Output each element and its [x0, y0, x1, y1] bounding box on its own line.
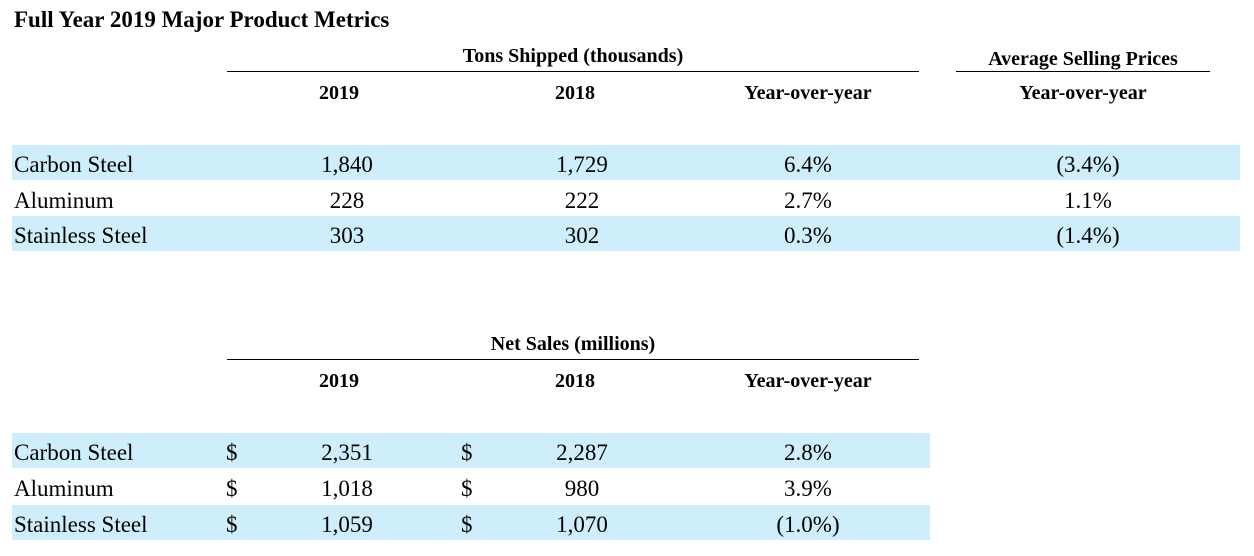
column-header-yoy: Year-over-year [744, 370, 872, 392]
sales-2019-value: 1,059 [321, 512, 373, 537]
column-header-asp-yoy: Year-over-year [1019, 82, 1147, 104]
row-label: Stainless Steel [14, 512, 148, 537]
column-header-2019: 2019 [319, 370, 359, 392]
tons-2018-value: 222 [564, 188, 600, 213]
tons-2019-value: 1,840 [321, 152, 373, 177]
sales-2018-value: 1,070 [556, 512, 608, 537]
tons-yoy-value: 6.4% [784, 152, 832, 177]
sales-2018-value: 2,287 [556, 440, 608, 465]
row-band [12, 433, 930, 468]
currency-symbol: $ [226, 512, 238, 537]
tons-yoy-value: 0.3% [784, 223, 832, 248]
asp-header: Average Selling Prices [988, 48, 1178, 70]
tons-2018-value: 302 [564, 223, 600, 248]
tons-yoy-value: 2.7% [784, 188, 832, 213]
tons-header-rule [227, 71, 919, 72]
row-band [12, 505, 930, 540]
currency-symbol: $ [461, 512, 473, 537]
sales-2019-value: 2,351 [321, 440, 373, 465]
currency-symbol: $ [226, 440, 238, 465]
column-header-2019: 2019 [319, 82, 359, 104]
column-header-2018: 2018 [555, 82, 595, 104]
sales-yoy-value: (1.0%) [776, 512, 840, 537]
row-label: Aluminum [14, 476, 114, 501]
row-band [12, 216, 1240, 251]
tons-shipped-header: Tons Shipped (thousands) [462, 45, 684, 67]
asp-yoy-value: (1.4%) [1056, 223, 1120, 248]
asp-yoy-value: (3.4%) [1056, 152, 1120, 177]
currency-symbol: $ [461, 440, 473, 465]
tons-2019-value: 303 [329, 223, 365, 248]
tons-2018-value: 1,729 [556, 152, 608, 177]
column-header-yoy: Year-over-year [744, 82, 872, 104]
page-title: Full Year 2019 Major Product Metrics [14, 7, 390, 32]
row-label: Aluminum [14, 188, 114, 213]
net-sales-header: Net Sales (millions) [490, 333, 656, 355]
row-label: Carbon Steel [14, 440, 134, 465]
sales-yoy-value: 2.8% [784, 440, 832, 465]
sales-2018-value: 980 [564, 476, 600, 501]
asp-yoy-value: 1.1% [1064, 188, 1112, 213]
sales-2019-value: 1,018 [321, 476, 373, 501]
row-band [12, 145, 1240, 180]
currency-symbol: $ [461, 476, 473, 501]
tons-2019-value: 228 [329, 188, 365, 213]
sales-yoy-value: 3.9% [784, 476, 832, 501]
column-header-2018: 2018 [555, 370, 595, 392]
asp-header-rule [956, 71, 1210, 72]
net-sales-header-rule [227, 359, 919, 360]
currency-symbol: $ [226, 476, 238, 501]
row-label: Carbon Steel [14, 152, 134, 177]
row-label: Stainless Steel [14, 223, 148, 248]
